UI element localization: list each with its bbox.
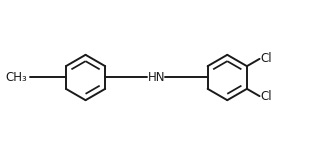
Text: Cl: Cl (260, 90, 272, 103)
Text: CH₃: CH₃ (6, 71, 27, 84)
Text: HN: HN (148, 71, 165, 84)
Text: Cl: Cl (260, 52, 272, 65)
